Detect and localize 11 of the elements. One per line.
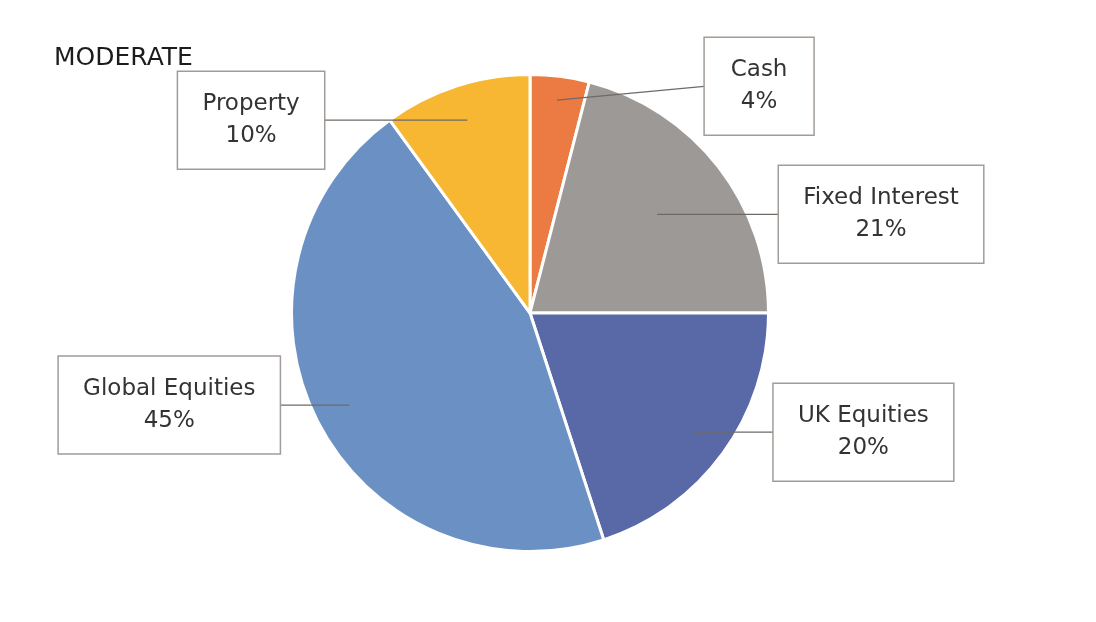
data-label: 21%: [855, 215, 907, 242]
data-label: 20%: [837, 433, 889, 460]
slice-label: Cash: [730, 55, 788, 82]
slice-label: Property: [202, 89, 300, 116]
slice-label: Fixed Interest: [803, 183, 959, 210]
data-label: 10%: [225, 121, 277, 148]
chart-title: MODERATE: [54, 42, 193, 72]
data-label: 45%: [143, 406, 195, 432]
slice-label: UK Equities: [797, 401, 929, 428]
data-label: 4%: [740, 87, 778, 114]
slice-label: Global Equities: [83, 374, 256, 400]
